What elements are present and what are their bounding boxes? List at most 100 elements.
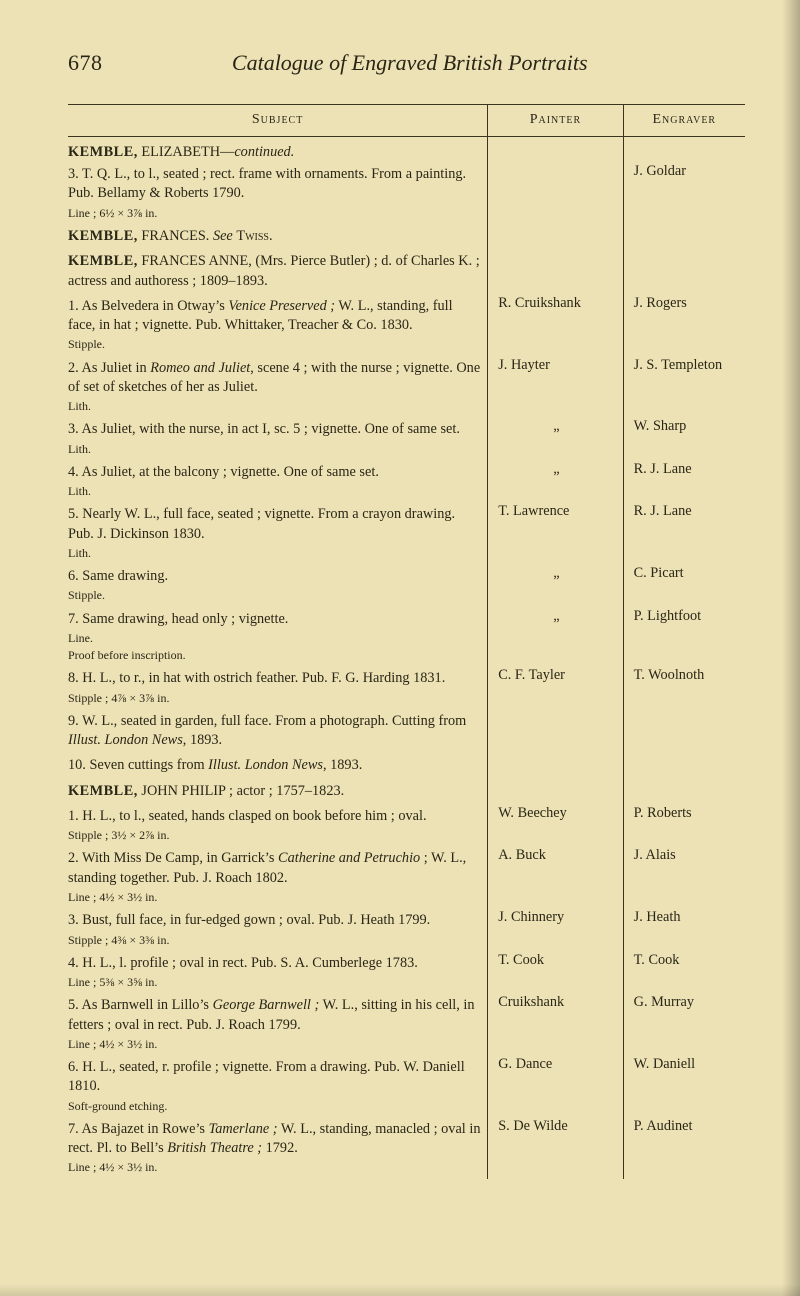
- engraver-cell: R. J. Lane: [623, 460, 745, 502]
- painter-cell: [488, 162, 623, 224]
- page-bottom-shadow: [0, 1284, 800, 1296]
- painter-cell: C. F. Tayler: [488, 666, 623, 708]
- table-row: 2. As Juliet in Romeo and Juliet, scene …: [68, 356, 745, 418]
- col-painter: Painter: [488, 105, 623, 137]
- catalogue-table: Subject Painter Engraver KEMBLE, ELIZABE…: [68, 104, 745, 1179]
- painter-cell: A. Buck: [488, 846, 623, 908]
- entry-tech: Line ; 6½ × 3⅞ in.: [68, 205, 481, 221]
- engraver-cell: J. Goldar: [623, 162, 745, 224]
- painter-cell: „: [488, 417, 623, 459]
- engraver-cell: R. J. Lane: [623, 502, 745, 564]
- section-who: ELIZABETH—: [138, 144, 234, 160]
- table-row: 6. Same drawing. Stipple. „ C. Picart: [68, 564, 745, 606]
- engraver-cell: P. Roberts: [623, 804, 745, 846]
- entry-text: 7. As Bajazet in Rowe’s Tamerlane ; W. L…: [68, 1121, 480, 1156]
- painter-cell: W. Beechey: [488, 804, 623, 846]
- painter-cell: J. Hayter: [488, 356, 623, 418]
- entry-tech: Line ; 4½ × 3½ in.: [68, 1159, 481, 1175]
- section-who: JOHN PHILIP ; actor ; 1757–1823.: [138, 783, 344, 799]
- table-row: 5. Nearly W. L., full face, seated ; vig…: [68, 502, 745, 564]
- engraver-cell: P. Lightfoot: [623, 607, 745, 667]
- entry-text: 7. Same drawing, head only ; vignette.: [68, 611, 288, 627]
- table-row: 4. H. L., l. profile ; oval in rect. Pub…: [68, 951, 745, 993]
- section-key: KEMBLE,: [68, 144, 138, 160]
- table-row: 3. Bust, full face, in fur-edged gown ; …: [68, 908, 745, 950]
- entry-text: 3. Bust, full face, in fur-edged gown ; …: [68, 912, 430, 928]
- painter-cell: Cruikshank: [488, 993, 623, 1055]
- entry-tech: Lith.: [68, 483, 481, 499]
- table-header-row: Subject Painter Engraver: [68, 105, 745, 137]
- table-row: 7. Same drawing, head only ; vignette. L…: [68, 607, 745, 667]
- painter-cell: T. Cook: [488, 951, 623, 993]
- section-key: KEMBLE,: [68, 783, 138, 799]
- entry-tech: Line ; 4½ × 3½ in.: [68, 889, 481, 905]
- entry-text: 9. W. L., seated in garden, full face. F…: [68, 713, 466, 748]
- section-who: FRANCES.: [138, 228, 213, 244]
- entry-tech: Line.: [68, 630, 481, 646]
- entry-text: 8. H. L., to r., in hat with ostrich fea…: [68, 670, 445, 686]
- entry-tech: Lith.: [68, 441, 481, 457]
- painter-cell: T. Lawrence: [488, 502, 623, 564]
- entry-tech: Soft-ground etching.: [68, 1098, 481, 1114]
- engraver-cell: G. Murray: [623, 993, 745, 1055]
- table-row: 3. T. Q. L., to l., seated ; rect. frame…: [68, 162, 745, 224]
- table-row: 3. As Juliet, with the nurse, in act I, …: [68, 417, 745, 459]
- entry-tech: Line ; 5⅜ × 3⅝ in.: [68, 974, 481, 990]
- col-engraver: Engraver: [623, 105, 745, 137]
- entry-text: 10. Seven cuttings from Illust. London N…: [68, 757, 362, 773]
- table-row: 8. H. L., to r., in hat with ostrich fea…: [68, 666, 745, 708]
- table-row: 9. W. L., seated in garden, full face. F…: [68, 709, 745, 754]
- entry-text: 6. Same drawing.: [68, 568, 168, 584]
- section-row: KEMBLE, JOHN PHILIP ; actor ; 1757–1823.: [68, 779, 745, 804]
- engraver-cell: J. Rogers: [623, 294, 745, 356]
- entry-tech: Lith.: [68, 545, 481, 561]
- painter-cell: J. Chinnery: [488, 908, 623, 950]
- entry-text: 4. As Juliet, at the balcony ; vignette.…: [68, 464, 379, 480]
- engraver-cell: P. Audinet: [623, 1117, 745, 1179]
- painter-cell: „: [488, 564, 623, 606]
- see-label: See: [213, 228, 236, 244]
- entry-text: 3. T. Q. L., to l., seated ; rect. frame…: [68, 166, 466, 201]
- section-key: KEMBLE,: [68, 253, 138, 269]
- section-row: KEMBLE, ELIZABETH—continued.: [68, 136, 745, 162]
- painter-cell: S. De Wilde: [488, 1117, 623, 1179]
- painter-cell: „: [488, 460, 623, 502]
- engraver-cell: J. S. Templeton: [623, 356, 745, 418]
- engraver-cell: C. Picart: [623, 564, 745, 606]
- section-row: KEMBLE, FRANCES. See Twiss.: [68, 224, 745, 249]
- section-row: KEMBLE, FRANCES ANNE, (Mrs. Pierce Butle…: [68, 249, 745, 294]
- entry-tech: Line ; 4½ × 3½ in.: [68, 1036, 481, 1052]
- entry-text: 2. With Miss De Camp, in Garrick’s Cathe…: [68, 850, 466, 885]
- entry-text: 5. Nearly W. L., full face, seated ; vig…: [68, 506, 455, 541]
- entry-tech: Stipple ; 4⅞ × 3⅞ in.: [68, 690, 481, 706]
- engraver-cell: T. Woolnoth: [623, 666, 745, 708]
- table-row: 6. H. L., seated, r. profile ; vignette.…: [68, 1055, 745, 1117]
- entry-tech: Lith.: [68, 398, 481, 414]
- see-name: Twiss.: [236, 228, 272, 244]
- entry-tech: Stipple.: [68, 336, 481, 352]
- page-number: 678: [68, 50, 103, 76]
- entry-tech: Stipple ; 4⅜ × 3⅜ in.: [68, 932, 481, 948]
- engraver-cell: J. Alais: [623, 846, 745, 908]
- col-subject: Subject: [68, 105, 488, 137]
- entry-text: 1. H. L., to l., seated, hands clasped o…: [68, 808, 427, 824]
- entry-tech: Proof before inscription.: [68, 647, 481, 663]
- section-key: KEMBLE,: [68, 228, 138, 244]
- engraver-cell: W. Sharp: [623, 417, 745, 459]
- entry-text: 2. As Juliet in Romeo and Juliet, scene …: [68, 360, 480, 395]
- page-edge-shadow: [782, 0, 800, 1296]
- entry-text: 6. H. L., seated, r. profile ; vignette.…: [68, 1059, 465, 1094]
- table-row: 7. As Bajazet in Rowe’s Tamerlane ; W. L…: [68, 1117, 745, 1179]
- painter-cell: G. Dance: [488, 1055, 623, 1117]
- painter-cell: R. Cruikshank: [488, 294, 623, 356]
- painter-cell: „: [488, 607, 623, 667]
- page: 678 Catalogue of Engraved British Portra…: [0, 0, 800, 1296]
- table-row: 4. As Juliet, at the balcony ; vignette.…: [68, 460, 745, 502]
- entry-text: 1. As Belvedera in Otway’s Venice Preser…: [68, 298, 453, 333]
- entry-tech: Stipple.: [68, 587, 481, 603]
- entry-text: 4. H. L., l. profile ; oval in rect. Pub…: [68, 955, 418, 971]
- table-row: 1. H. L., to l., seated, hands clasped o…: [68, 804, 745, 846]
- engraver-cell: J. Heath: [623, 908, 745, 950]
- running-title: Catalogue of Engraved British Portraits: [103, 50, 718, 76]
- table-row: 1. As Belvedera in Otway’s Venice Preser…: [68, 294, 745, 356]
